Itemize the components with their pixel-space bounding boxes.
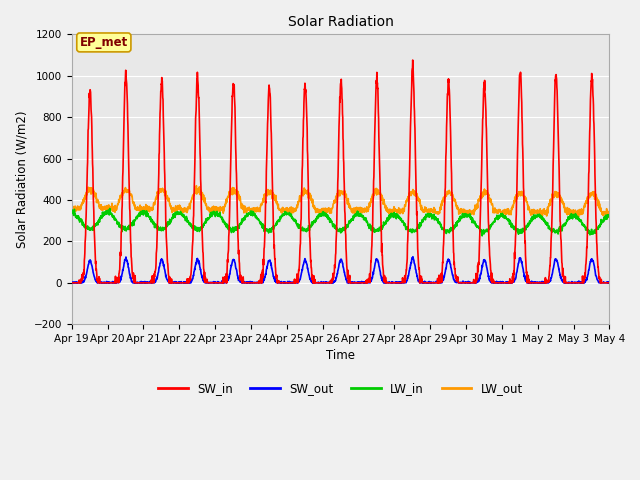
LW_in: [218, 216, 226, 222]
LW_in: [478, 233, 486, 239]
SW_out: [356, 280, 364, 286]
Line: SW_out: SW_out: [72, 257, 609, 283]
LW_in: [497, 211, 505, 216]
LW_out: [193, 183, 200, 189]
SW_in: [409, 57, 417, 63]
SW_in: [356, 280, 364, 286]
LW_in: [68, 210, 76, 216]
X-axis label: Time: Time: [326, 349, 355, 362]
LW_out: [573, 209, 580, 215]
LW_out: [605, 209, 613, 215]
Y-axis label: Solar Radiation (W/m2): Solar Radiation (W/m2): [15, 110, 28, 248]
LW_in: [368, 225, 376, 231]
SW_out: [68, 280, 76, 286]
SW_in: [497, 280, 504, 286]
SW_in: [68, 280, 76, 286]
SW_out: [497, 280, 505, 286]
LW_out: [558, 196, 566, 202]
SW_out: [605, 280, 613, 286]
SW_out: [368, 277, 376, 283]
SW_in: [573, 280, 580, 286]
SW_out: [558, 277, 566, 283]
SW_out: [218, 278, 226, 284]
Line: LW_in: LW_in: [72, 208, 609, 236]
LW_out: [497, 209, 504, 215]
SW_in: [605, 280, 613, 286]
Line: SW_in: SW_in: [72, 60, 609, 283]
LW_in: [605, 214, 613, 220]
SW_in: [218, 280, 225, 286]
LW_in: [356, 211, 364, 217]
LW_out: [604, 215, 612, 220]
LW_out: [68, 204, 76, 210]
SW_in: [367, 252, 375, 257]
SW_in: [558, 260, 566, 265]
SW_out: [68, 279, 76, 285]
LW_out: [368, 195, 376, 201]
SW_out: [409, 254, 417, 260]
Line: LW_out: LW_out: [72, 186, 609, 217]
SW_out: [573, 279, 581, 285]
LW_out: [218, 205, 226, 211]
Legend: SW_in, SW_out, LW_in, LW_out: SW_in, SW_out, LW_in, LW_out: [154, 377, 528, 399]
LW_in: [558, 223, 566, 229]
LW_in: [106, 205, 113, 211]
LW_in: [573, 216, 581, 221]
Title: Solar Radiation: Solar Radiation: [287, 15, 394, 29]
Text: EP_met: EP_met: [80, 36, 128, 49]
LW_out: [356, 207, 364, 213]
